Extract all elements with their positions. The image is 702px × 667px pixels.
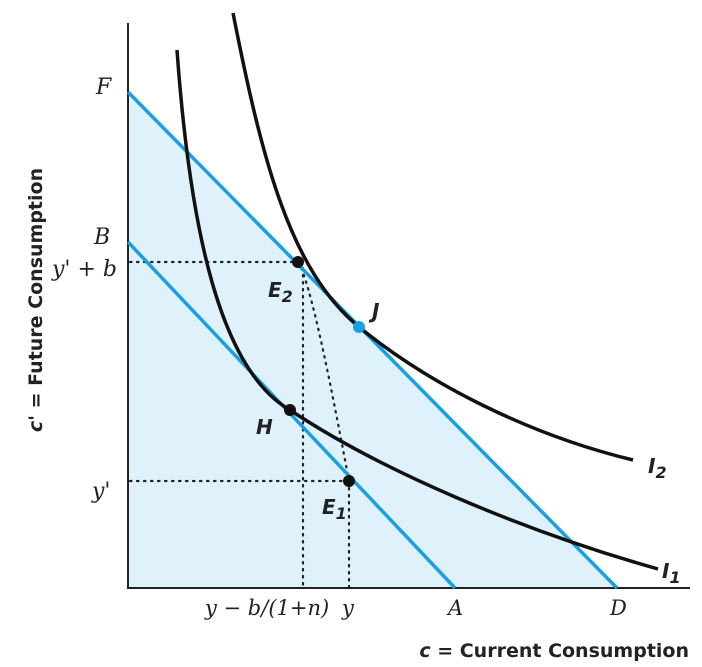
x-axis-title: c = Current Consumption bbox=[419, 640, 689, 662]
label-D: D bbox=[609, 596, 627, 620]
label-y: y bbox=[341, 596, 355, 620]
budget-line-FD bbox=[126, 90, 619, 590]
point-H bbox=[284, 404, 296, 416]
label-J: J bbox=[368, 299, 380, 323]
point-E1 bbox=[343, 475, 355, 487]
point-J bbox=[353, 321, 365, 333]
label-E1: E1 bbox=[322, 495, 347, 523]
label-y-prime-plus-b: y' + b bbox=[51, 257, 117, 282]
label-B: B bbox=[93, 225, 110, 250]
label-I1: I1 bbox=[662, 559, 681, 587]
y-axis-title: c' = Future Consumption bbox=[25, 168, 47, 432]
label-A: A bbox=[446, 596, 463, 620]
label-y-prime: y' bbox=[91, 479, 110, 504]
label-y-minus-b: y − b/(1+n) bbox=[204, 596, 329, 620]
point-E2 bbox=[292, 256, 304, 268]
label-H: H bbox=[256, 415, 273, 439]
label-F: F bbox=[95, 75, 112, 100]
label-I2: I2 bbox=[648, 454, 667, 482]
label-E2: E2 bbox=[268, 278, 293, 306]
